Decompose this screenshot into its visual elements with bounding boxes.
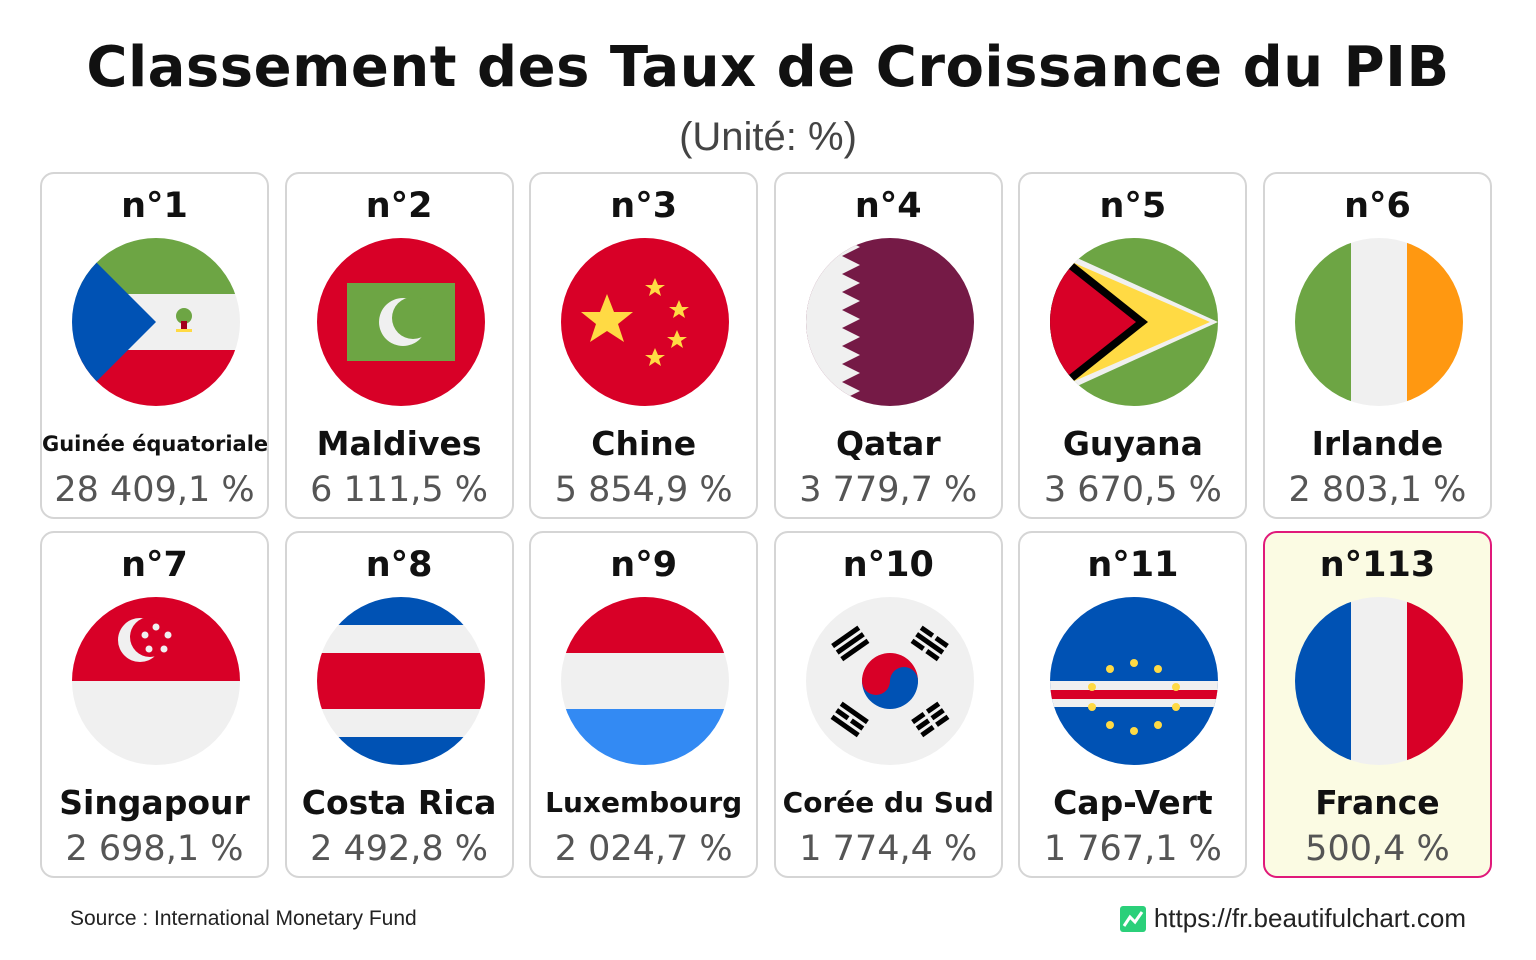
ranking-card: n°4 Qatar 3 779,7 % [773,172,1003,519]
cape-verde-flag-icon [1050,597,1219,765]
singapore-flag-icon [72,597,240,765]
country-name: Luxembourg [545,786,743,819]
ranking-card-highlighted: n°113 France 500,4 % [1262,531,1492,878]
growth-value: 28 409,1 % [54,470,255,510]
ranking-card: n°3 Chine 5 854,9 % [529,172,759,519]
south-korea-flag-icon [805,597,974,765]
ranking-card: n°10 [773,531,1003,878]
chart-title: Classement des Taux de Croissance du PIB [86,35,1450,100]
chart-logo-icon [1119,905,1146,932]
maldives-flag-icon [316,238,485,406]
ranking-card: n°5 Guyana 3 670,5 % [1018,172,1248,519]
rank-label: n°6 [1344,186,1411,226]
growth-value: 6 111,5 % [310,470,489,510]
rank-label: n°10 [842,545,934,585]
country-name: Costa Rica [301,783,497,822]
ranking-card: n°7 Singapour [40,531,269,878]
growth-value: 1 767,1 % [1043,829,1222,869]
guyana-flag-icon [1050,238,1219,406]
qatar-flag-icon [805,238,974,406]
ireland-flag-icon [1294,238,1463,406]
ranking-card: n°1 Guinée équatoriale 28 409,1 % [40,172,269,519]
growth-value: 3 670,5 % [1043,470,1222,510]
ranking-card: n°8 Costa Rica 2 492,8 % [284,531,514,878]
rank-label: n°8 [365,545,433,585]
equatorial-guinea-flag-icon [72,238,240,406]
ranking-card: n°9 Luxembourg 2 024,7 % [529,531,759,878]
growth-value: 1 774,4 % [799,829,978,869]
growth-value: 2 698,1 % [65,829,244,869]
rank-label: n°7 [121,545,188,585]
growth-value: 2 803,1 % [1288,470,1467,510]
rank-label: n°3 [610,186,678,226]
rank-label: n°5 [1099,186,1167,226]
growth-value: 500,4 % [1305,829,1450,869]
site-url: https://fr.beautifulchart.com [1153,903,1466,933]
country-name: Cap-Vert [1053,783,1213,822]
growth-value: 5 854,9 % [554,470,733,510]
country-name: Singapour [59,783,250,822]
country-name: Chine [591,424,697,463]
growth-value: 3 779,7 % [799,470,978,510]
rank-label: n°2 [365,186,433,226]
country-name: Corée du Sud [782,786,994,819]
ranking-card: n°2 Maldives 6 111,5 % [284,172,514,519]
source-note: Source : International Monetary Fund [70,907,417,930]
rank-label: n°11 [1087,545,1179,585]
luxembourg-flag-icon [561,597,730,765]
country-name: Qatar [835,424,941,463]
rank-label: n°9 [610,545,678,585]
china-flag-icon [561,238,730,406]
rank-label: n°113 [1319,545,1436,585]
ranking-card: n°11 [1018,531,1248,878]
growth-value: 2 024,7 % [554,829,733,869]
country-name: Maldives [316,424,482,463]
france-flag-icon [1294,597,1463,765]
country-name: Guinée équatoriale [42,432,269,456]
rank-label: n°4 [854,186,922,226]
country-name: Guyana [1062,424,1203,463]
costa-rica-flag-icon [316,597,485,765]
growth-value: 2 492,8 % [310,829,489,869]
ranking-grid: n°1 Guinée équatoriale 28 409,1 % n°2 [40,172,1492,878]
country-name: France [1315,783,1440,822]
ranking-card: n°6 Irlande 2 803,1 % [1262,172,1492,519]
chart-subtitle: (Unité: %) [679,115,857,159]
country-name: Irlande [1311,424,1444,463]
rank-label: n°1 [121,186,188,226]
site-link[interactable]: https://fr.beautifulchart.com [1119,903,1466,934]
